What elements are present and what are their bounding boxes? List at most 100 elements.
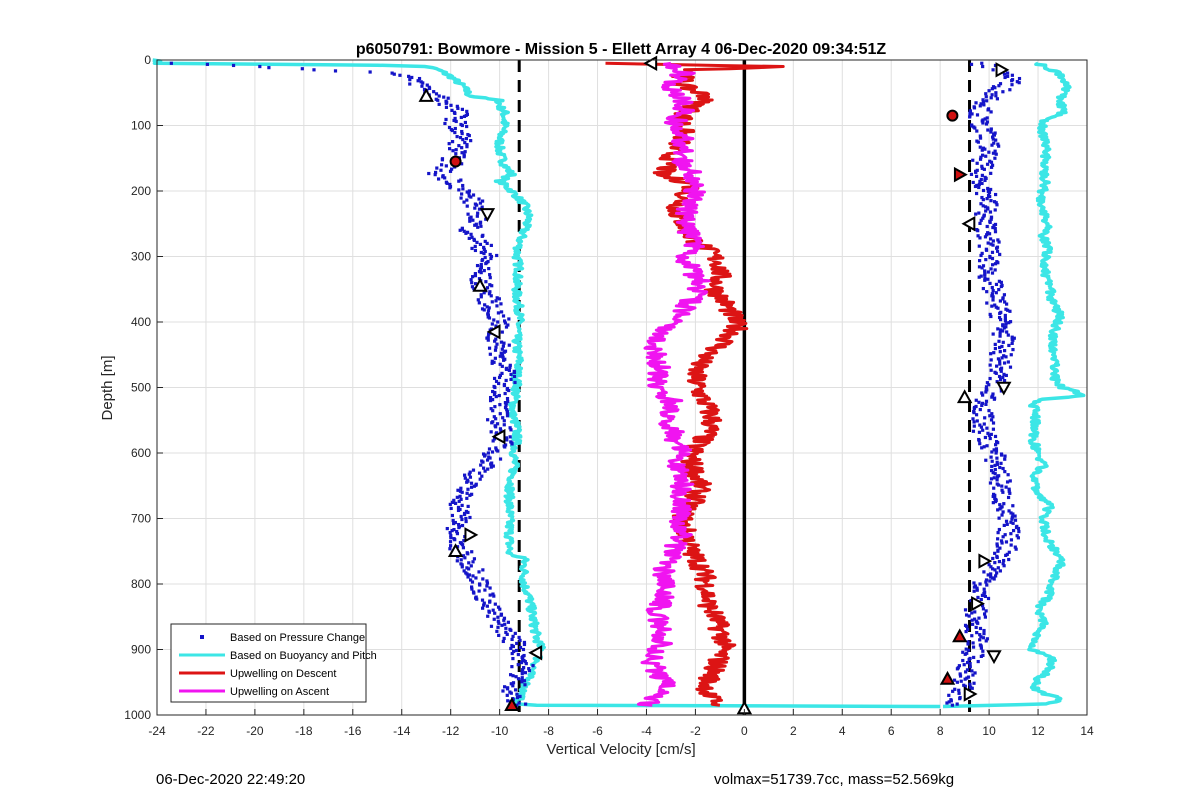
profile-marker [961,216,976,232]
data-point [478,268,483,272]
data-point [1007,509,1011,513]
data-point [998,362,1002,366]
data-point [1007,557,1011,562]
data-point [971,158,975,162]
data-point [970,112,974,116]
data-point [471,560,475,564]
data-point [466,510,470,515]
data-point [492,617,496,621]
data-point [410,75,414,80]
data-point [439,163,444,167]
data-point [454,152,458,156]
data-point [486,418,490,422]
data-point [985,233,989,237]
profile-marker [995,62,1010,78]
data-point [449,103,453,107]
data-point [981,64,985,69]
data-point [978,638,982,642]
data-point [980,61,984,65]
data-point [978,136,983,140]
data-point [488,290,492,294]
data-point [976,140,980,144]
data-point [486,338,490,342]
profile-marker [963,686,978,702]
x-tick-label: -14 [393,724,411,738]
data-point [979,425,984,429]
data-point [474,576,478,580]
data-point [996,549,1000,553]
legend-label: Based on Buoyancy and Pitch [230,650,377,662]
data-point [986,128,990,132]
data-point [463,141,467,145]
data-point [473,244,477,249]
data-point [999,328,1003,332]
data-point [512,370,517,374]
data-point [1014,547,1018,551]
data-point [1004,307,1008,311]
data-point [498,607,502,611]
data-point [486,451,490,455]
data-point [978,259,982,263]
data-point [987,433,991,438]
data-point [489,624,494,628]
data-point [479,265,484,270]
profile-marker [996,381,1012,396]
data-point [990,250,995,254]
data-point [495,296,499,300]
x-tick-label: -6 [592,724,603,738]
data-point [503,321,508,325]
data-point [984,609,988,613]
data-point [990,135,995,139]
data-point [471,218,475,222]
data-point [989,565,993,569]
data-point [993,434,998,439]
data-point [989,199,993,203]
x-tick-label: 10 [982,724,996,738]
data-point [508,435,512,439]
data-point [1000,513,1004,517]
data-point [453,111,457,116]
data-point [467,573,471,577]
data-point [1003,313,1007,318]
data-point [962,663,966,667]
data-point [990,263,995,267]
data-point [990,464,994,469]
data-point [995,542,999,546]
data-point [969,62,974,66]
data-point [481,568,485,572]
data-point [505,693,509,697]
data-point [984,258,988,262]
data-point [459,558,463,562]
data-point [516,663,520,667]
data-point [473,274,478,278]
data-point [985,381,989,385]
x-tick-label: 0 [741,724,748,738]
data-point [463,476,467,480]
data-point [993,467,997,472]
data-point [957,688,961,692]
data-point [485,305,489,309]
data-point [463,150,467,154]
data-point [485,584,489,588]
data-point [475,597,479,601]
data-point [970,611,974,615]
data-point [498,373,503,378]
data-point [984,578,989,582]
data-point [468,219,472,223]
data-point [995,478,999,482]
data-point [958,672,962,676]
data-point [1003,75,1007,80]
data-point [983,435,988,440]
data-point [1013,545,1017,549]
data-point [985,444,989,448]
data-point [1014,525,1019,530]
data-point [495,304,499,308]
data-point [501,416,505,420]
data-point [1003,316,1007,321]
data-point [996,566,1000,570]
data-point [1000,488,1004,492]
data-point [512,374,517,379]
data-point [494,299,498,303]
data-point [502,685,507,689]
data-point [988,312,992,317]
